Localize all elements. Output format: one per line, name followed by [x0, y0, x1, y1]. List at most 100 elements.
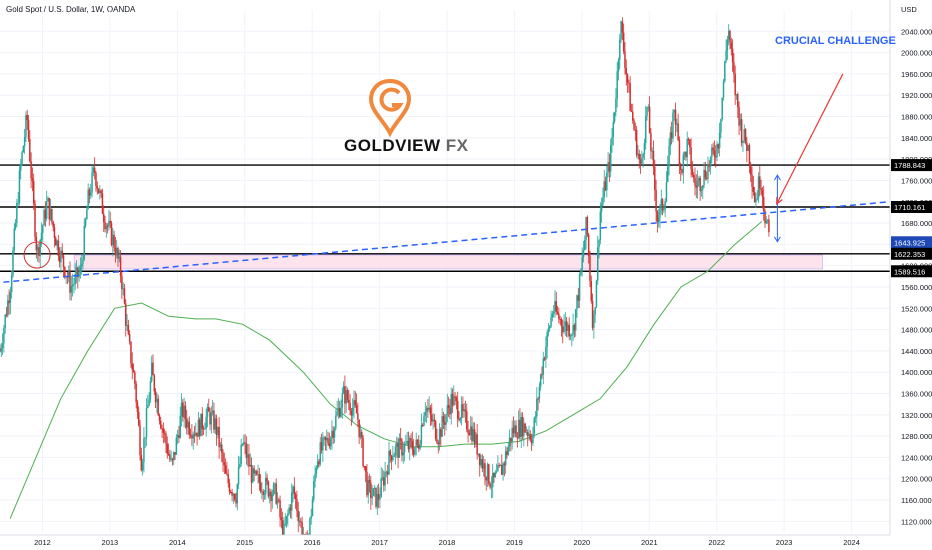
candle-body: [477, 453, 480, 455]
candle-body: [357, 413, 359, 420]
candle-body: [564, 321, 567, 326]
candle-body: [226, 473, 228, 475]
candle-body: [586, 217, 589, 235]
candle-body: [109, 221, 111, 224]
candle-body: [685, 152, 687, 158]
candle-body: [453, 396, 455, 406]
candle-body: [739, 119, 742, 126]
candle-body: [316, 461, 319, 468]
candle-body: [314, 473, 316, 482]
candle-body: [130, 341, 132, 364]
candle-body: [268, 491, 271, 497]
candle-body: [154, 391, 157, 403]
candle-body: [82, 259, 84, 265]
candle-body: [399, 438, 402, 441]
candle-body: [556, 311, 559, 314]
x-tick-label: 2023: [776, 538, 793, 547]
y-tick-label: 1480.000: [901, 326, 932, 335]
candle-body: [143, 438, 145, 463]
candle-body: [9, 292, 12, 304]
candle-body: [523, 423, 525, 437]
candle-body: [45, 201, 48, 219]
candle-body: [204, 428, 206, 430]
candle-body: [394, 446, 397, 456]
candle-body: [342, 386, 345, 394]
candle-body: [752, 186, 755, 192]
candle-body: [411, 441, 414, 450]
candle-body: [114, 247, 117, 256]
candle-body: [424, 412, 427, 416]
x-tick-label: 2016: [304, 538, 321, 547]
candle-body: [297, 511, 299, 522]
candle-body: [224, 465, 227, 474]
candle-body: [112, 234, 114, 245]
candle-body: [560, 319, 563, 327]
candle-body: [228, 483, 231, 492]
candle-body: [603, 181, 605, 198]
candle-body: [646, 106, 648, 117]
candle-body: [490, 487, 493, 489]
candle-body: [455, 397, 458, 402]
x-tick-label: 2018: [439, 538, 456, 547]
candle-body: [388, 450, 390, 475]
candle-body: [598, 240, 600, 248]
candle-body: [539, 374, 542, 387]
y-tick-label: 1920.000: [901, 91, 932, 100]
candle-body: [145, 408, 148, 438]
candle-body: [625, 68, 628, 75]
candle-body: [762, 196, 765, 211]
candle-body: [724, 61, 726, 82]
candle-body: [766, 219, 769, 221]
candle-body: [100, 190, 102, 194]
candle-body: [748, 145, 751, 165]
candle-body: [192, 434, 194, 439]
candle-body: [746, 142, 748, 152]
candle-body: [315, 467, 318, 474]
candle-body: [429, 407, 432, 415]
candle-body: [550, 317, 552, 327]
candle-body: [17, 202, 19, 204]
candle-body: [765, 220, 768, 224]
candle-body: [361, 432, 363, 438]
price-tags: 1788.843 1710.161 1643.925 1622.353 1589.516: [891, 159, 932, 278]
candle-body: [668, 145, 670, 167]
candle-body: [263, 493, 266, 495]
candle-body: [443, 422, 446, 425]
candle-body: [122, 288, 124, 290]
candle-body: [656, 211, 659, 223]
candle-body: [73, 283, 75, 285]
candle-body: [708, 163, 711, 167]
candle-body: [493, 472, 495, 478]
candle-body: [517, 419, 520, 439]
candle-body: [29, 138, 31, 162]
y-tick-label: 1360.000: [901, 390, 932, 399]
candle-body: [524, 423, 526, 433]
candle-body: [355, 405, 358, 414]
candle-body: [49, 208, 52, 220]
candle-body: [167, 453, 170, 455]
candle-body: [542, 358, 545, 375]
candle-body: [3, 328, 5, 344]
candle-body: [423, 415, 425, 426]
candle-body: [368, 480, 371, 483]
candle-body: [340, 407, 342, 417]
candle-body: [695, 185, 698, 188]
candle-body: [325, 438, 328, 441]
candle-body: [569, 335, 572, 337]
candle-body: [551, 313, 554, 318]
y-tick-label: 1960.000: [901, 70, 932, 79]
candle-body: [456, 401, 459, 419]
candle-body: [508, 437, 511, 447]
candle-body: [707, 163, 709, 179]
candle-body: [489, 483, 491, 488]
candle-body: [499, 464, 502, 466]
candle-body: [682, 154, 685, 173]
candle-body: [4, 314, 6, 329]
candle-body: [259, 482, 262, 492]
callout-arrow-shaft: [776, 73, 844, 205]
candle-body: [170, 458, 172, 460]
candle-body: [718, 132, 721, 149]
candle-body: [223, 462, 226, 466]
candle-body: [665, 182, 668, 202]
